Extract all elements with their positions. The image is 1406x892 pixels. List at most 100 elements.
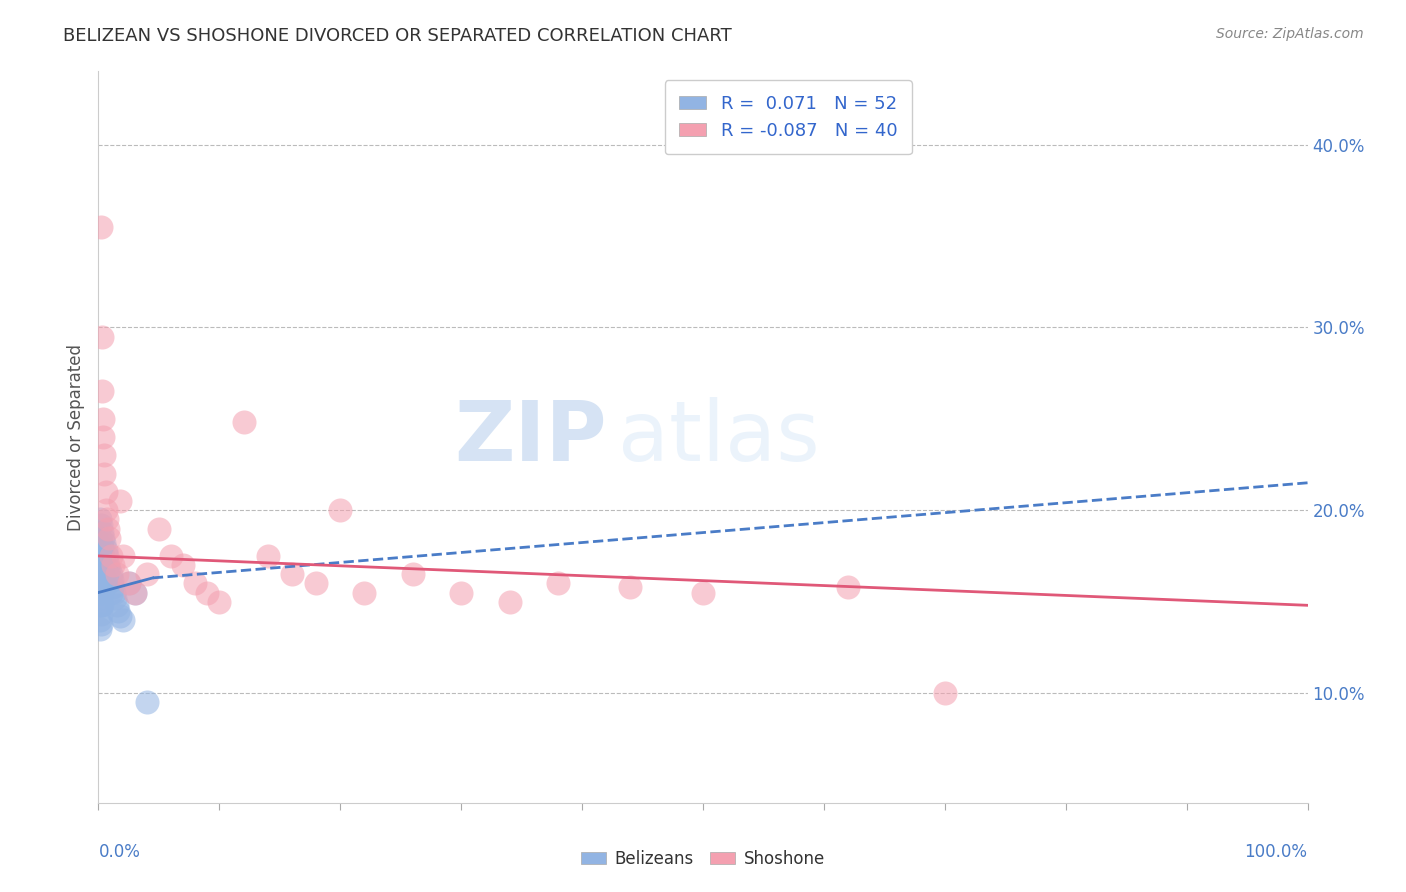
Point <box>89 576 111 591</box>
Point <box>89 531 111 545</box>
Point <box>91 412 114 426</box>
Point <box>402 567 425 582</box>
Point <box>498 594 520 608</box>
Point <box>91 531 114 545</box>
Point <box>692 585 714 599</box>
Point <box>90 573 112 587</box>
Point <box>148 521 170 535</box>
Point <box>91 599 114 613</box>
Point <box>97 576 120 591</box>
Point <box>89 585 111 599</box>
Point <box>91 549 114 563</box>
Point <box>89 599 111 613</box>
Point <box>450 585 472 599</box>
Point <box>105 567 128 582</box>
Point <box>104 591 127 605</box>
Point <box>118 576 141 591</box>
Point <box>90 616 112 631</box>
Point <box>619 580 641 594</box>
Point <box>305 576 328 591</box>
Text: 100.0%: 100.0% <box>1244 843 1308 861</box>
Point <box>124 585 146 599</box>
Point <box>353 585 375 599</box>
Point <box>256 549 278 563</box>
Text: atlas: atlas <box>619 397 820 477</box>
Text: Source: ZipAtlas.com: Source: ZipAtlas.com <box>1216 27 1364 41</box>
Point <box>135 567 157 582</box>
Point <box>91 554 114 568</box>
Point <box>94 562 117 576</box>
Point <box>91 384 114 399</box>
Point <box>91 329 114 343</box>
Point <box>90 517 112 532</box>
Point <box>89 549 111 563</box>
Point <box>93 448 115 462</box>
Point <box>100 585 122 599</box>
Point <box>111 613 134 627</box>
Point <box>97 558 120 573</box>
Point <box>90 607 112 622</box>
Point <box>195 585 218 599</box>
Point <box>208 594 231 608</box>
Point <box>90 591 112 605</box>
Point <box>90 562 112 576</box>
Point <box>107 604 129 618</box>
Text: ZIP: ZIP <box>454 397 606 477</box>
Point <box>111 549 134 563</box>
Point <box>160 549 183 563</box>
Point <box>837 580 859 594</box>
Point <box>94 485 117 500</box>
Point <box>172 558 194 573</box>
Point <box>281 567 304 582</box>
Point <box>97 521 120 535</box>
Point <box>232 416 254 430</box>
Point <box>89 567 111 582</box>
Point <box>108 609 131 624</box>
Point <box>105 599 128 613</box>
Point <box>118 576 141 591</box>
Point <box>98 531 121 545</box>
Point <box>90 599 112 613</box>
Point <box>101 558 124 573</box>
Point <box>100 549 122 563</box>
Point <box>96 512 118 526</box>
Point <box>89 512 111 526</box>
Point <box>135 695 157 709</box>
Point <box>108 494 131 508</box>
Point <box>93 573 115 587</box>
Point <box>91 576 114 591</box>
Point <box>184 576 207 591</box>
Text: BELIZEAN VS SHOSHONE DIVORCED OR SEPARATED CORRELATION CHART: BELIZEAN VS SHOSHONE DIVORCED OR SEPARAT… <box>63 27 733 45</box>
Point <box>91 567 114 582</box>
Point <box>329 503 352 517</box>
Point <box>93 536 115 550</box>
Point <box>89 558 111 573</box>
Point <box>96 549 118 563</box>
Point <box>94 543 117 558</box>
Point <box>100 573 122 587</box>
Point <box>90 219 112 234</box>
Point <box>124 585 146 599</box>
Point <box>103 585 125 599</box>
Point <box>90 580 112 594</box>
Point <box>934 686 956 700</box>
Y-axis label: Divorced or Separated: Divorced or Separated <box>66 343 84 531</box>
Point <box>90 536 112 550</box>
Text: 0.0%: 0.0% <box>98 843 141 861</box>
Point <box>89 613 111 627</box>
Point <box>91 567 114 582</box>
Point <box>93 467 115 481</box>
Point <box>94 503 117 517</box>
Point <box>93 554 115 568</box>
Point <box>90 549 112 563</box>
Point <box>101 580 124 594</box>
Point <box>100 567 122 582</box>
Point <box>91 525 114 540</box>
Legend: Belizeans, Shoshone: Belizeans, Shoshone <box>575 844 831 875</box>
Point <box>91 430 114 444</box>
Point <box>91 540 114 554</box>
Legend: R =  0.071   N = 52, R = -0.087   N = 40: R = 0.071 N = 52, R = -0.087 N = 40 <box>665 80 911 154</box>
Point <box>91 585 114 599</box>
Point <box>98 562 121 576</box>
Point <box>89 622 111 636</box>
